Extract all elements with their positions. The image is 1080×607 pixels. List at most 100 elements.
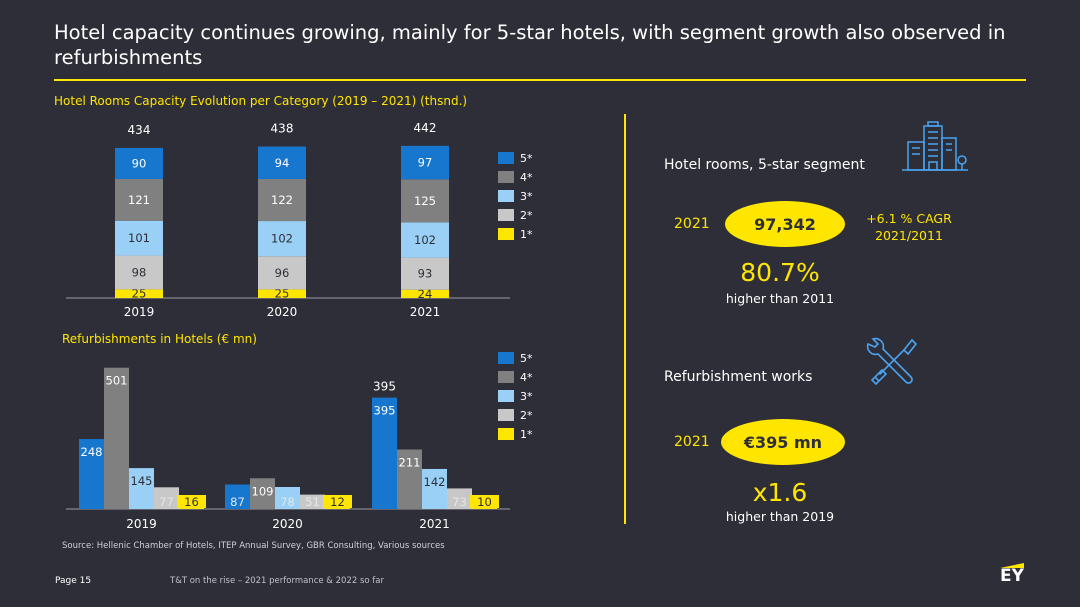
refurb-chart-title: Refurbishments in Hotels (€ mn)	[62, 332, 257, 346]
capacity-chart-title: Hotel Rooms Capacity Evolution per Categ…	[54, 94, 468, 108]
refurb-bar	[154, 487, 179, 509]
capacity-x-tick-label: 2019	[124, 305, 155, 319]
refurb-bar	[129, 468, 154, 509]
capacity-bar-segment	[115, 220, 163, 256]
capacity-bar-segment	[258, 178, 306, 222]
refurb-data-label: 10	[477, 495, 492, 509]
refurb-grouped-bar-chart: 248 501 145 77 16 2019 87 109 78 51 12 2020 395 21114…	[66, 352, 533, 531]
capacity-legend-swatch	[498, 152, 514, 164]
capacity-data-label: 90	[132, 156, 147, 170]
capacity-x-tick-label: 2020	[267, 305, 298, 319]
refurb-multiplier: x1.6	[752, 478, 808, 507]
capacity-data-label: 101	[128, 231, 150, 245]
capacity-legend-label: 5*	[520, 152, 533, 165]
refurb-kpi-title: Refurbishment works	[664, 369, 813, 385]
capacity-bar-segment	[115, 147, 163, 179]
refurb-legend-swatch	[498, 390, 514, 402]
refurb-value-pill: €395 mn	[721, 419, 845, 465]
rooms-value-pill: 97,342	[725, 201, 845, 247]
rooms-cagr-value: +6.1 % CAGR	[866, 211, 952, 226]
capacity-total-label: 442	[414, 121, 437, 135]
capacity-data-label: 24	[418, 287, 433, 301]
ey-logo-bar	[1000, 563, 1024, 568]
refurb-data-label: 51	[305, 495, 320, 509]
refurb-data-label: 501	[106, 374, 128, 388]
capacity-legend-swatch	[498, 190, 514, 202]
capacity-legend-label: 3*	[520, 190, 533, 203]
refurb-data-label: 87	[230, 495, 245, 509]
capacity-bar-segment	[401, 145, 449, 180]
refurb-data-label: 73	[452, 495, 467, 509]
capacity-bar-segment	[115, 178, 163, 221]
capacity-legend-label: 2*	[520, 209, 533, 222]
refurb-legend-swatch	[498, 352, 514, 364]
capacity-legend-swatch	[498, 228, 514, 240]
refurb-legend-swatch	[498, 371, 514, 383]
refurb-label-box	[323, 495, 352, 508]
refurb-bar	[397, 449, 422, 509]
capacity-data-label: 122	[271, 193, 293, 207]
capacity-total-label: 438	[271, 122, 294, 136]
capacity-bar-segment	[115, 255, 163, 290]
page-number: Page 15	[55, 576, 92, 586]
refurb-data-label: 145	[131, 474, 153, 488]
refurb-legend-label: 1*	[520, 428, 533, 441]
page-title: Hotel capacity continues growing, mainly…	[54, 21, 1006, 69]
vertical-divider	[624, 114, 626, 524]
refurb-data-label: 395	[374, 404, 396, 418]
refurb-x-tick-label: 2020	[272, 517, 303, 531]
refurb-x-tick-label: 2021	[419, 517, 450, 531]
capacity-stacked-bar-chart: 25 98 101 121 90 434 2019 25 96 102 122 94 438 2020 24…	[66, 121, 533, 319]
rooms-cagr: +6.1 % CAGR 2021/2011	[856, 210, 962, 244]
refurb-legend-label: 4*	[520, 371, 533, 384]
title-divider	[54, 79, 1026, 81]
capacity-data-label: 93	[418, 267, 433, 281]
capacity-bar-segment	[258, 256, 306, 290]
refurb-year: 2021	[674, 434, 710, 450]
rooms-growth-caption: higher than 2011	[725, 291, 835, 306]
refurb-growth-caption: higher than 2019	[725, 509, 835, 524]
refurb-legend-label: 3*	[520, 390, 533, 403]
capacity-bar-segment	[401, 222, 449, 258]
refurb-data-label: 109	[252, 484, 274, 498]
refurb-bar	[79, 439, 104, 509]
capacity-legend-swatch	[498, 209, 514, 221]
refurb-legend-label: 2*	[520, 409, 533, 422]
rooms-growth-percent: 80.7%	[740, 258, 820, 287]
capacity-data-label: 98	[132, 265, 147, 279]
capacity-legend-label: 1*	[520, 228, 533, 241]
footer-text: T&T on the rise – 2021 performance & 202…	[170, 576, 384, 586]
source-note: Source: Hellenic Chamber of Hotels, ITEP…	[62, 541, 445, 551]
refurb-data-label: 211	[399, 455, 421, 469]
capacity-legend-label: 4*	[520, 171, 533, 184]
capacity-data-label: 125	[414, 194, 436, 208]
refurb-bar	[225, 484, 250, 509]
capacity-data-label: 102	[271, 232, 293, 246]
capacity-bar-segment	[115, 289, 163, 298]
tools-icon	[866, 337, 918, 386]
refurb-bar	[372, 397, 397, 509]
rooms-kpi-title: Hotel rooms, 5-star segment	[664, 157, 865, 173]
capacity-bar-segment	[401, 289, 449, 298]
rooms-year: 2021	[674, 216, 710, 232]
capacity-bar-segment	[401, 257, 449, 290]
refurb-label-box	[470, 495, 499, 508]
refurb-data-label: 78	[280, 495, 295, 509]
capacity-data-label: 96	[275, 266, 290, 280]
refurb-data-label: 77	[159, 495, 174, 509]
capacity-data-label: 25	[132, 287, 147, 301]
refurb-legend-swatch	[498, 428, 514, 440]
capacity-bar-segment	[258, 289, 306, 298]
refurb-legend-swatch	[498, 409, 514, 421]
refurb-annotation: 395	[373, 380, 396, 394]
refurb-label-box	[177, 495, 206, 508]
capacity-data-label: 94	[275, 156, 290, 170]
refurb-bar	[250, 478, 275, 509]
refurb-bar	[300, 494, 325, 509]
capacity-data-label: 97	[418, 156, 433, 170]
capacity-x-tick-label: 2021	[410, 305, 441, 319]
capacity-total-label: 434	[128, 123, 151, 137]
refurb-data-label: 142	[424, 475, 446, 489]
capacity-data-label: 102	[414, 233, 436, 247]
capacity-bar-segment	[258, 146, 306, 179]
